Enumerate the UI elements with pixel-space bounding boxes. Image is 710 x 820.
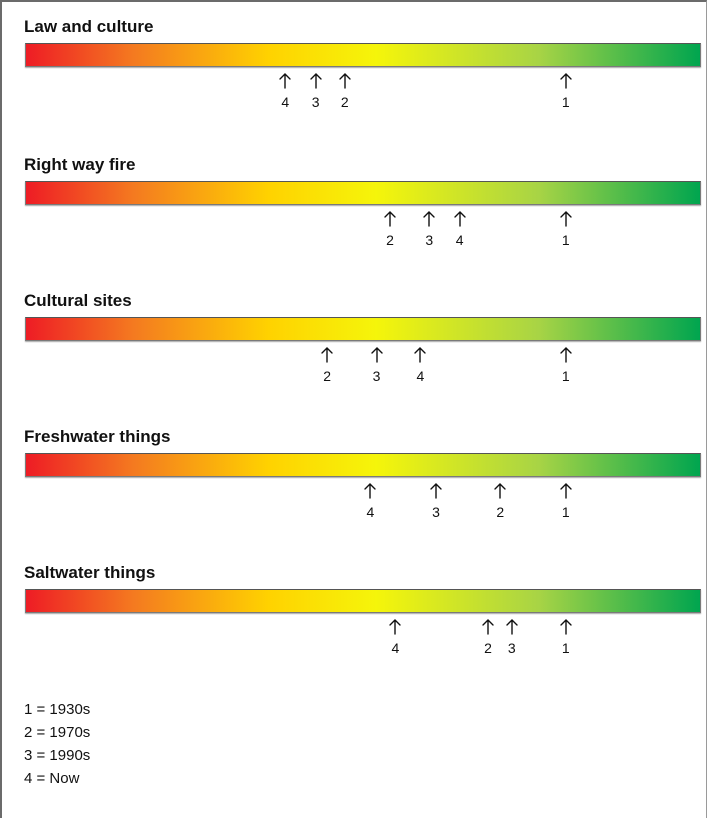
legend-item-3: 3 = 1990s bbox=[24, 747, 91, 764]
up-arrow-icon bbox=[306, 73, 326, 89]
scale-marker: 2 bbox=[335, 73, 355, 110]
scale-section: Law and culture 4 3 2 1 bbox=[0, 17, 706, 127]
scale-marker: 1 bbox=[556, 73, 576, 110]
gradient-scale-bar bbox=[25, 453, 701, 477]
up-arrow-icon bbox=[426, 483, 446, 499]
up-arrow-icon bbox=[556, 619, 576, 635]
up-arrow-icon bbox=[335, 73, 355, 89]
scale-marker: 2 bbox=[478, 619, 498, 656]
scale-marker: 3 bbox=[419, 211, 439, 248]
up-arrow-icon bbox=[419, 211, 439, 227]
up-arrow-icon bbox=[450, 211, 470, 227]
marker-label: 3 bbox=[425, 232, 434, 248]
scale-marker: 3 bbox=[306, 73, 326, 110]
marker-label: 2 bbox=[484, 640, 492, 656]
scale-marker: 4 bbox=[360, 483, 380, 520]
up-arrow-icon bbox=[317, 347, 337, 363]
section-title: Saltwater things bbox=[24, 563, 156, 582]
marker-label: 2 bbox=[323, 368, 332, 384]
scale-section: Freshwater things 4 3 2 1 bbox=[0, 427, 706, 537]
up-arrow-icon bbox=[478, 619, 498, 635]
marker-label: 3 bbox=[507, 640, 516, 656]
up-arrow-icon bbox=[556, 211, 576, 227]
scale-marker: 2 bbox=[317, 347, 337, 384]
legend-item-1: 1 = 1930s bbox=[24, 701, 91, 718]
up-arrow-icon bbox=[490, 483, 510, 499]
up-arrow-icon bbox=[502, 619, 522, 635]
scale-marker: 3 bbox=[367, 347, 387, 384]
scale-marker: 1 bbox=[556, 619, 576, 656]
gradient-scale-bar bbox=[25, 43, 701, 67]
up-arrow-icon bbox=[275, 73, 295, 89]
scale-marker: 1 bbox=[556, 483, 576, 520]
up-arrow-icon bbox=[556, 483, 576, 499]
scale-marker: 4 bbox=[450, 211, 470, 248]
marker-label: 3 bbox=[311, 94, 320, 110]
scale-marker: 4 bbox=[275, 73, 295, 110]
gradient-scale-bar bbox=[25, 589, 701, 613]
marker-label: 1 bbox=[561, 368, 570, 384]
gradient-scale-bar bbox=[25, 181, 701, 205]
scale-section: Right way fire 2 3 4 1 bbox=[0, 155, 706, 265]
scale-marker: 3 bbox=[426, 483, 446, 520]
marker-label: 4 bbox=[391, 640, 400, 656]
up-arrow-icon bbox=[367, 347, 387, 363]
section-title: Law and culture bbox=[24, 17, 154, 36]
marker-label: 4 bbox=[416, 368, 425, 384]
scale-marker: 2 bbox=[490, 483, 510, 520]
legend-item-2: 2 = 1970s bbox=[24, 724, 91, 741]
up-arrow-icon bbox=[556, 73, 576, 89]
scale-marker: 4 bbox=[385, 619, 405, 656]
marker-label: 1 bbox=[561, 640, 570, 656]
gradient-scale-bar bbox=[25, 317, 701, 341]
up-arrow-icon bbox=[360, 483, 380, 499]
legend: 1 = 1930s 2 = 1970s 3 = 1990s 4 = Now bbox=[24, 698, 90, 790]
legend-item-4: 4 = Now bbox=[24, 770, 80, 787]
marker-label: 2 bbox=[386, 232, 394, 248]
marker-label: 3 bbox=[372, 368, 381, 384]
up-arrow-icon bbox=[556, 347, 576, 363]
section-title: Cultural sites bbox=[24, 291, 132, 310]
scale-marker: 4 bbox=[410, 347, 430, 384]
marker-label: 1 bbox=[561, 232, 570, 248]
marker-label: 2 bbox=[496, 504, 505, 520]
up-arrow-icon bbox=[380, 211, 400, 227]
up-arrow-icon bbox=[410, 347, 430, 363]
scale-section: Saltwater things 4 2 3 1 bbox=[0, 563, 706, 673]
scale-marker: 3 bbox=[502, 619, 522, 656]
marker-label: 1 bbox=[561, 504, 570, 520]
marker-label: 4 bbox=[281, 94, 290, 110]
scale-marker: 2 bbox=[380, 211, 400, 248]
marker-label: 4 bbox=[455, 232, 464, 248]
scale-section: Cultural sites 2 3 4 1 bbox=[0, 291, 706, 401]
marker-label: 4 bbox=[366, 504, 375, 520]
marker-label: 1 bbox=[561, 94, 570, 110]
section-title: Freshwater things bbox=[24, 427, 171, 446]
marker-label: 2 bbox=[340, 94, 349, 110]
scale-marker: 1 bbox=[556, 211, 576, 248]
scale-marker: 1 bbox=[556, 347, 576, 384]
marker-label: 3 bbox=[432, 504, 440, 520]
up-arrow-icon bbox=[385, 619, 405, 635]
section-title: Right way fire bbox=[24, 155, 136, 174]
